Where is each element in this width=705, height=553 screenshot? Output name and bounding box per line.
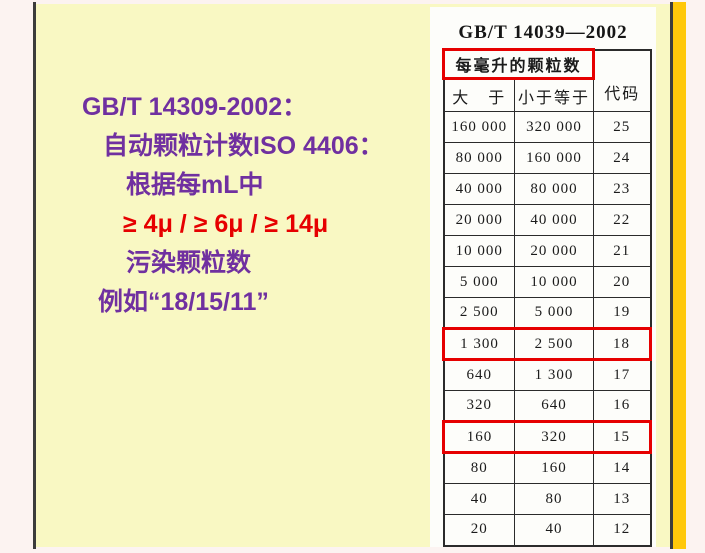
gold-edge-stripe [673,2,686,549]
cell-greater-than: 1 300 [442,327,515,361]
cell-greater-than: 80 [443,452,515,484]
cell-code: 19 [593,297,652,329]
cell-less-equal: 640 [513,390,595,422]
text-line-contamination-particles: 污染颗粒数 [126,249,252,277]
table-row-highlighted-15: 160 320 15 [442,420,653,454]
table-row-highlighted-18: 1 300 2 500 18 [442,327,653,361]
table-row: 2 500 5 000 19 [443,297,652,329]
cell-code: 14 [593,452,652,484]
header-less-equal: 小于等于 [513,78,595,112]
cell-greater-than: 320 [443,390,515,422]
cell-greater-than: 40 000 [443,173,515,205]
cell-greater-than: 80 000 [443,142,515,174]
scan-table-title: GB/T 14039—2002 [458,22,628,43]
cell-less-equal: 2 500 [513,327,595,361]
cell-less-equal: 320 000 [513,111,595,143]
slide-left-frame-line [33,2,36,549]
table-row: 5 000 10 000 20 [443,266,652,298]
cell-code: 16 [593,390,652,422]
text-line-iso-4406: 自动颗粒计数ISO 4406： [103,132,384,160]
cell-greater-than: 10 000 [443,235,515,267]
cell-less-equal: 320 [513,420,595,454]
cell-code: 21 [593,235,652,267]
particle-count-table: 每毫升的颗粒数 代码 大 于 小于等于 160 000 320 000 25 8… [441,48,653,547]
scanned-table-image: GB/T 14039—2002 每毫升的颗粒数 代码 大 于 小于等于 160 … [430,7,656,547]
text-line-per-ml: 根据每mL中 [126,171,264,199]
cell-less-equal: 10 000 [513,266,595,298]
cell-less-equal: 160 [513,452,595,484]
cell-greater-than: 2 500 [443,297,515,329]
cell-greater-than: 640 [443,359,515,391]
cell-less-equal: 40 [513,514,595,546]
cell-greater-than: 20 [443,514,515,546]
cell-less-equal: 40 000 [513,204,595,236]
cell-code: 17 [593,359,652,391]
cell-greater-than: 160 000 [443,111,515,143]
cell-less-equal: 80 [513,483,595,515]
cell-greater-than: 40 [443,483,515,515]
table-row: 160 000 320 000 25 [443,111,652,143]
slide-canvas: GB/T 14309-2002： 自动颗粒计数ISO 4406： 根据每mL中 … [36,4,670,547]
text-line-example-code: 例如“18/15/11” [98,288,269,316]
cell-code: 24 [593,142,652,174]
table-row: 40 80 13 [443,483,652,515]
table-row: 640 1 300 17 [443,359,652,391]
table-header-group-row: 每毫升的颗粒数 代码 [441,48,652,112]
cell-greater-than: 160 [442,420,515,454]
cell-code: 23 [593,173,652,205]
table-row: 320 640 16 [443,390,652,422]
header-greater-than: 大 于 [443,78,515,112]
cell-less-equal: 160 000 [513,142,595,174]
cell-less-equal: 20 000 [513,235,595,267]
cell-code: 15 [593,420,653,454]
text-line-micron-sizes: ≥ 4μ / ≥ 6μ / ≥ 14μ [123,210,329,238]
cell-less-equal: 5 000 [513,297,595,329]
cell-code: 12 [593,514,652,546]
cell-greater-than: 5 000 [443,266,515,298]
cell-code: 13 [593,483,652,515]
cell-code: 18 [593,327,653,361]
cell-less-equal: 80 000 [513,173,595,205]
table-row: 20 40 12 [443,514,652,546]
header-code: 代码 [593,49,652,112]
cell-code: 20 [593,266,652,298]
table-header-columns-row: 大 于 小于等于 [443,78,651,112]
cell-code: 25 [593,111,652,143]
table-row: 80 000 160 000 24 [443,142,652,174]
header-particles-per-ml: 每毫升的颗粒数 [441,48,596,80]
text-line-gbt-14309: GB/T 14309-2002： [82,93,308,121]
cell-code: 22 [593,204,652,236]
table-row: 40 000 80 000 23 [443,173,652,205]
cell-less-equal: 1 300 [513,359,595,391]
cell-greater-than: 20 000 [443,204,515,236]
slide-right-frame-line [670,2,673,549]
standards-text-block: GB/T 14309-2002： 自动颗粒计数ISO 4406： 根据每mL中 … [82,88,427,322]
table-row: 80 160 14 [443,452,652,484]
table-row: 10 000 20 000 21 [443,235,652,267]
table-row: 20 000 40 000 22 [443,204,652,236]
